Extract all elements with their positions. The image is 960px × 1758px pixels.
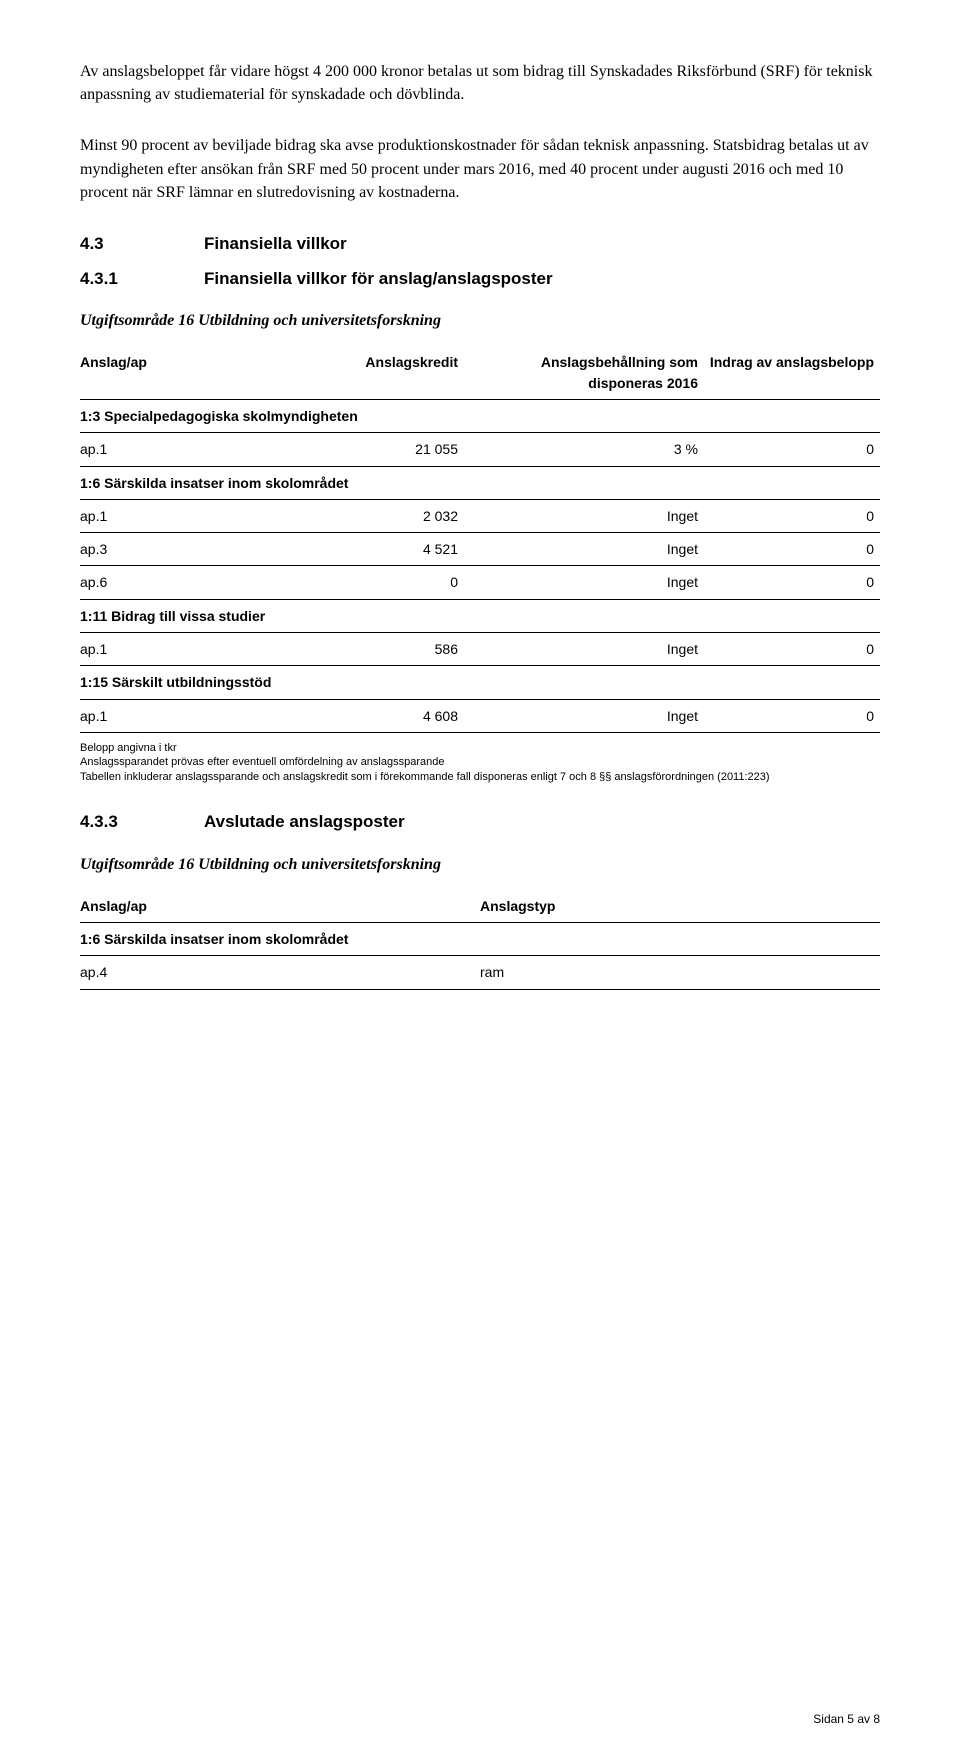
group-label: 1:3 Specialpedagogiska skolmyndigheten [80,400,880,433]
section-title: Avslutade anslagsposter [204,812,405,831]
cell: 4 608 [256,699,464,732]
cell: Inget [464,566,704,599]
cell: 0 [704,499,880,532]
table-footnotes: Belopp angivna i tkr Anslagssparandet pr… [80,741,880,784]
cell: 3 % [464,433,704,466]
cell: Inget [464,499,704,532]
cell: 0 [704,433,880,466]
cell: 21 055 [256,433,464,466]
table-row: 1:15 Särskilt utbildningsstöd [80,666,880,699]
cell: ap.1 [80,433,256,466]
subtitle-area-1: Utgiftsområde 16 Utbildning och universi… [80,309,880,332]
col-anslagstyp: Anslagstyp [480,890,880,923]
cell: ram [480,956,880,989]
table-header-row: Anslag/ap Anslagskredit Anslagsbehållnin… [80,346,880,399]
footnote-line: Belopp angivna i tkr [80,741,880,755]
cell: Inget [464,633,704,666]
col-anslagskredit: Anslagskredit [256,346,464,399]
section-number: 4.3.3 [80,810,200,835]
table-row: 1:6 Särskilda insatser inom skolområdet [80,922,880,955]
col-anslag: Anslag/ap [80,890,480,923]
cell: 0 [704,699,880,732]
table-row: 1:6 Särskilda insatser inom skolområdet [80,466,880,499]
table-row: 1:3 Specialpedagogiska skolmyndigheten [80,400,880,433]
table-row: 1:11 Bidrag till vissa studier [80,599,880,632]
cell: Inget [464,533,704,566]
page-footer: Sidan 5 av 8 [813,1711,880,1728]
section-title: Finansiella villkor [204,234,347,253]
cell: Inget [464,699,704,732]
footnote-line: Tabellen inkluderar anslagssparande och … [80,770,880,784]
section-4-3-3: 4.3.3 Avslutade anslagsposter [80,810,880,835]
cell: ap.1 [80,499,256,532]
col-indrag: Indrag av anslagsbelopp [704,346,880,399]
col-anslag: Anslag/ap [80,346,256,399]
section-number: 4.3.1 [80,267,200,292]
group-label: 1:6 Särskilda insatser inom skolområdet [80,922,880,955]
table-row: ap.12 032Inget0 [80,499,880,532]
group-label: 1:6 Särskilda insatser inom skolområdet [80,466,880,499]
group-label: 1:15 Särskilt utbildningsstöd [80,666,880,699]
cell: ap.3 [80,533,256,566]
cell: 0 [704,566,880,599]
cell: ap.1 [80,699,256,732]
table-row: ap.14 608Inget0 [80,699,880,732]
section-4-3: 4.3 Finansiella villkor [80,232,880,257]
cell: ap.6 [80,566,256,599]
cell: ap.4 [80,956,480,989]
section-title: Finansiella villkor för anslag/anslagspo… [204,269,553,288]
section-number: 4.3 [80,232,200,257]
paragraph-2: Minst 90 procent av beviljade bidrag ska… [80,134,880,204]
cell: 0 [704,533,880,566]
cell: 4 521 [256,533,464,566]
table-row: ap.60Inget0 [80,566,880,599]
group-label: 1:11 Bidrag till vissa studier [80,599,880,632]
table-row: ap.1586Inget0 [80,633,880,666]
cell: 586 [256,633,464,666]
closed-posts-table: Anslag/ap Anslagstyp 1:6 Särskilda insat… [80,890,880,990]
cell: ap.1 [80,633,256,666]
financial-conditions-table: Anslag/ap Anslagskredit Anslagsbehållnin… [80,346,880,733]
cell: 2 032 [256,499,464,532]
table-header-row: Anslag/ap Anslagstyp [80,890,880,923]
cell: 0 [256,566,464,599]
section-4-3-1: 4.3.1 Finansiella villkor för anslag/ans… [80,267,880,292]
table-row: ap.34 521Inget0 [80,533,880,566]
table-row: ap.121 0553 %0 [80,433,880,466]
table-row: ap.4ram [80,956,880,989]
footnote-line: Anslagssparandet prövas efter eventuell … [80,755,880,769]
col-behallning: Anslagsbehållning som disponeras 2016 [464,346,704,399]
subtitle-area-2: Utgiftsområde 16 Utbildning och universi… [80,853,880,876]
paragraph-1: Av anslagsbeloppet får vidare högst 4 20… [80,60,880,106]
cell: 0 [704,633,880,666]
